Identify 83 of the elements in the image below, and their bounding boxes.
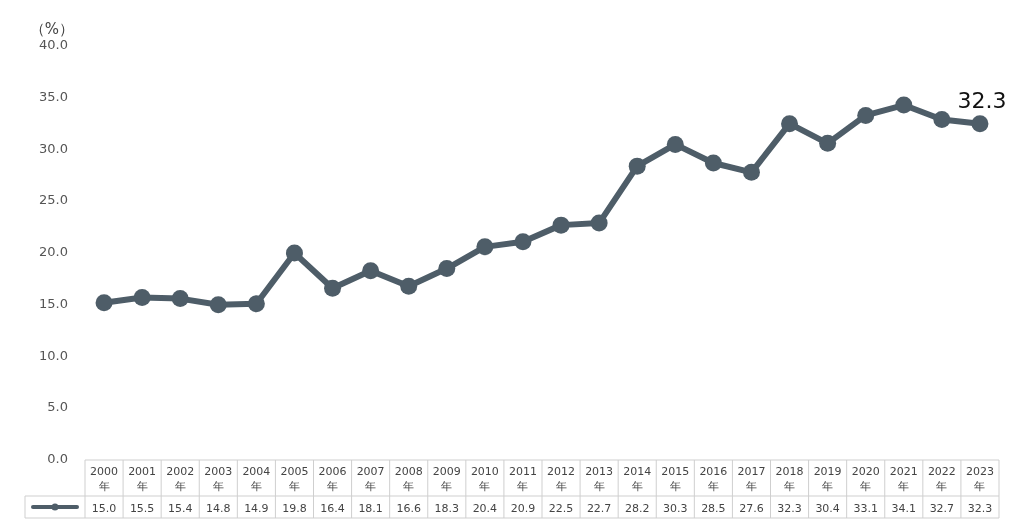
- data-label: 30.4: [815, 502, 840, 515]
- point: [95, 294, 113, 312]
- x-tick-label: 2022年: [927, 465, 956, 493]
- data-label: 16.4: [320, 502, 345, 515]
- data-label: 22.5: [548, 502, 574, 515]
- data-label: 18.3: [434, 502, 460, 515]
- data-label: 16.6: [396, 502, 421, 515]
- x-tick-label: 2007年: [356, 465, 385, 493]
- annotation: 32.3: [957, 87, 1007, 113]
- x-tick-label: 2012年: [547, 465, 576, 493]
- data-label: 22.7: [586, 502, 612, 515]
- x-tick-label: 2019年: [813, 465, 842, 493]
- x-tick-label: 2021年: [889, 465, 918, 493]
- y-tick-label: 35.0: [39, 88, 68, 104]
- point: [933, 111, 951, 129]
- y-tick-label: 40.0: [39, 37, 68, 52]
- data-label: 15.4: [167, 502, 193, 515]
- data-label: 20.9: [510, 502, 536, 515]
- point: [171, 290, 189, 308]
- point: [209, 296, 227, 314]
- point: [590, 214, 608, 232]
- data-label: 14.8: [206, 502, 231, 515]
- point: [781, 115, 799, 133]
- point: [552, 216, 570, 234]
- point: [628, 157, 646, 175]
- x-tick-label: 2009年: [432, 465, 461, 493]
- point: [438, 260, 456, 278]
- y-tick-label: 20.0: [39, 244, 68, 259]
- point: [742, 163, 760, 181]
- x-tick-label: 2016年: [699, 465, 728, 493]
- x-tick-label: 2008年: [394, 465, 423, 493]
- x-tick-label: 2003年: [204, 465, 233, 493]
- point: [704, 154, 722, 172]
- data-label: 15.0: [91, 502, 117, 515]
- point: [400, 277, 418, 295]
- data-label: 27.6: [739, 502, 764, 515]
- data-label: 30.3: [663, 502, 688, 515]
- data-label: 14.9: [244, 502, 269, 515]
- x-tick-label: 2001年: [128, 465, 157, 493]
- y-tick-label: 15.0: [39, 295, 68, 311]
- point: [895, 96, 913, 114]
- data-label: 18.1: [358, 502, 383, 515]
- point: [819, 134, 837, 152]
- data-label: 19.8: [282, 502, 307, 515]
- x-tick-label: 2002年: [166, 465, 195, 493]
- y-tick-label: 10.0: [39, 347, 68, 363]
- y-axis-title: （%）: [29, 20, 75, 38]
- x-tick-label: 2023年: [965, 465, 994, 493]
- data-label: 28.2: [624, 502, 650, 515]
- point: [514, 233, 532, 251]
- point: [971, 115, 989, 133]
- point: [324, 279, 342, 297]
- point: [362, 262, 380, 280]
- point: [476, 238, 494, 256]
- y-tick-label: 25.0: [39, 192, 68, 208]
- x-tick-label: 2013年: [585, 465, 614, 493]
- data-label: 34.1: [891, 502, 917, 515]
- data-label: 28.5: [701, 502, 726, 515]
- point: [247, 295, 265, 313]
- data-label: 33.1: [853, 502, 878, 515]
- point: [857, 106, 875, 124]
- y-tick-label: 30.0: [39, 140, 68, 156]
- point: [285, 244, 303, 262]
- y-tick-label: 5.0: [47, 399, 68, 415]
- x-tick-label: 2000年: [90, 465, 119, 493]
- x-tick-label: 2011年: [508, 465, 537, 493]
- x-tick-label: 2005年: [280, 465, 309, 493]
- data-label: 32.3: [967, 502, 993, 515]
- x-tick-label: 2018年: [775, 465, 804, 493]
- x-tick-label: 2020年: [851, 465, 880, 493]
- data-label: 32.3: [777, 502, 802, 515]
- x-tick-label: 2010年: [470, 465, 499, 493]
- x-tick-label: 2015年: [661, 465, 690, 493]
- data-label: 15.5: [129, 502, 155, 515]
- x-tick-label: 2014年: [623, 465, 652, 493]
- data-label: 32.7: [929, 502, 955, 515]
- y-tick-label: 0.0: [47, 451, 68, 466]
- data-label: 20.4: [472, 502, 498, 515]
- x-tick-label: 2006年: [318, 465, 347, 493]
- x-tick-label: 2004年: [242, 465, 271, 493]
- point: [133, 289, 151, 307]
- point: [666, 135, 684, 153]
- x-tick-label: 2017年: [737, 465, 766, 493]
